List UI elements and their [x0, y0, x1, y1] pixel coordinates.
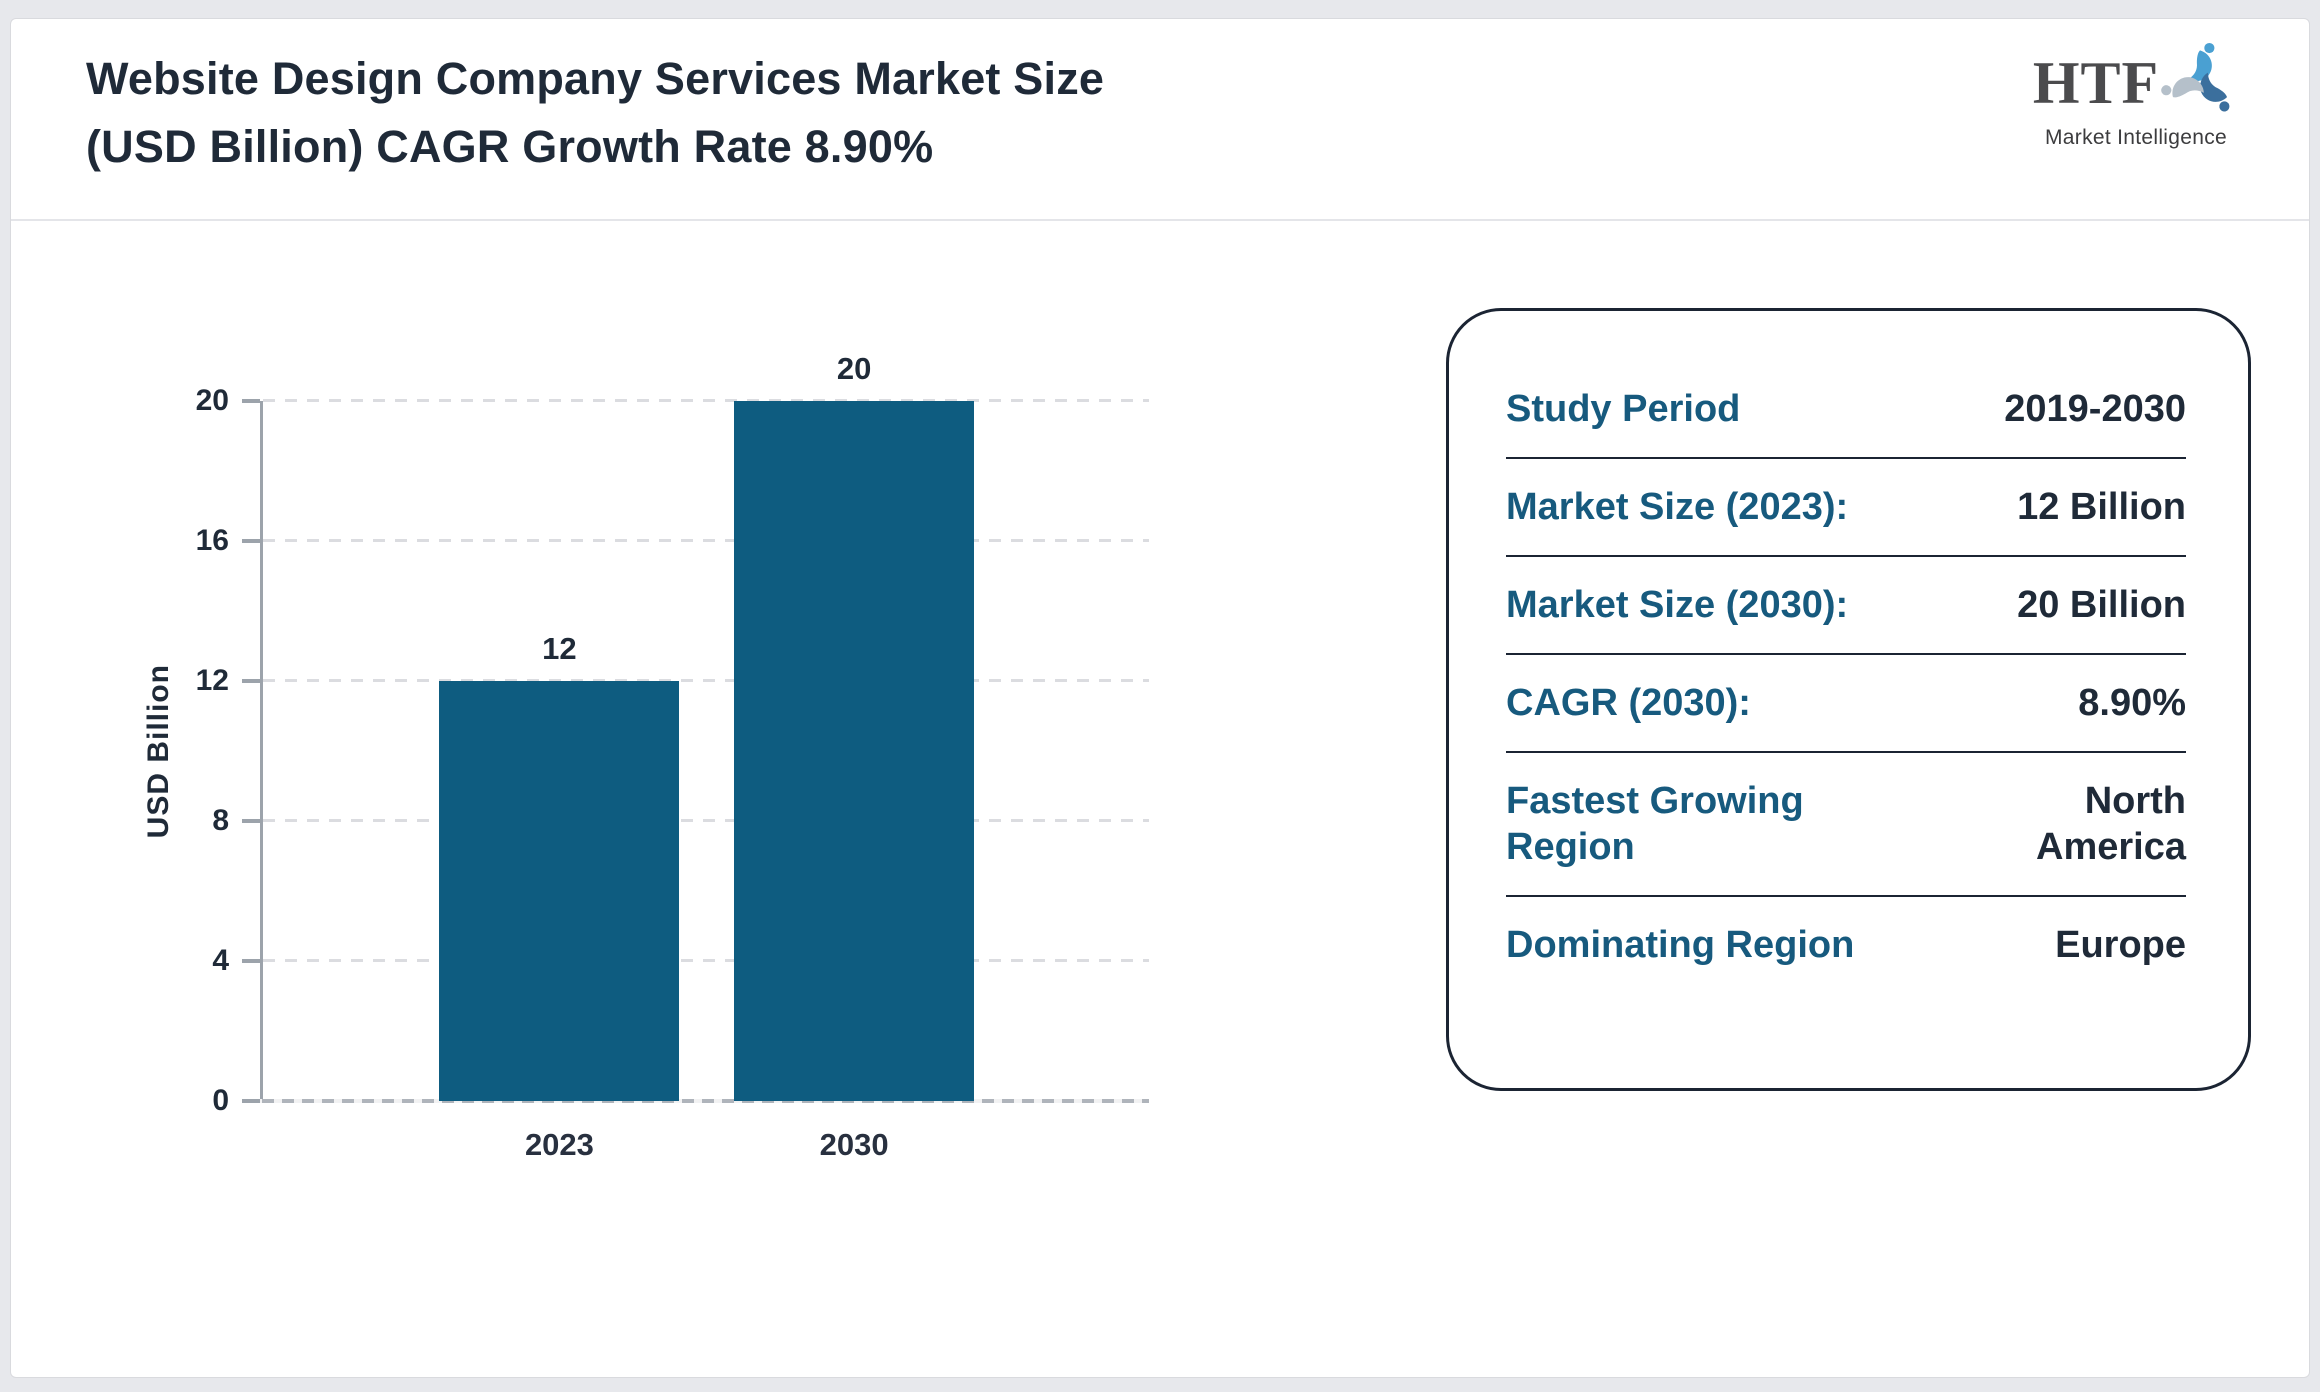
x-tick-label-2030: 2030: [819, 1127, 889, 1162]
gridline-20: [263, 399, 1149, 402]
report-card: Website Design Company Services Market S…: [10, 18, 2310, 1378]
gridline-0: [242, 1099, 1149, 1103]
htf-logo: HTF: [2031, 41, 2241, 150]
bar-chart: USD Billion 0 4 8 12 16 20 12 2023 20 2030: [11, 219, 1261, 1319]
panel-value: 8.90%: [2078, 682, 2186, 724]
plot-area: 0 4 8 12 16 20 12 2023 20 2030: [196, 351, 1149, 1162]
logo-tagline: Market Intelligence: [2045, 126, 2227, 149]
panel-row-cagr: CAGR (2030): 8.90%: [1506, 655, 2186, 751]
panel-label: Study Period: [1506, 388, 1741, 430]
panel-value: 12 Billion: [2017, 486, 2186, 528]
gridline-4: [263, 959, 1149, 962]
panel-divider: [1506, 895, 2186, 897]
bar-value-2030: 20: [836, 351, 872, 386]
y-tick-mark-8: [242, 819, 260, 823]
y-tick-label-20: 20: [195, 384, 229, 417]
panel-row-market-size-2030: Market Size (2030): 20 Billion: [1506, 557, 2186, 653]
panel-divider: [1506, 751, 2186, 753]
panel-label: Market Size (2030):: [1506, 584, 1849, 626]
panel-divider: [1506, 457, 2186, 459]
panel-value: Europe: [2055, 924, 2186, 966]
gridline-16: [263, 539, 1149, 542]
panel-label: CAGR (2030):: [1506, 682, 1751, 724]
panel-label: Fastest Growing Region: [1506, 780, 1804, 868]
y-tick-mark-0: [242, 1099, 260, 1103]
y-tick-mark-20: [242, 399, 260, 403]
y-tick-mark-16: [242, 539, 260, 543]
y-tick-label-16: 16: [195, 524, 229, 557]
panel-value: 20 Billion: [2017, 584, 2186, 626]
gridline-12: [263, 679, 1149, 682]
panel-value: 2019-2030: [2004, 388, 2186, 430]
y-tick-mark-12: [242, 679, 260, 683]
panel-row-fastest-growing-region: Fastest Growing Region North America: [1506, 753, 2186, 895]
page-title: Website Design Company Services Market S…: [86, 53, 1105, 172]
bar-2023: [439, 681, 680, 1101]
y-tick-mark-4: [242, 959, 260, 963]
info-panel: Study Period 2019-2030 Market Size (2023…: [1446, 308, 2251, 1091]
y-tick-label-8: 8: [212, 804, 229, 837]
y-axis-title: USD Billion: [142, 663, 175, 839]
panel-row-study-period: Study Period 2019-2030: [1506, 361, 2186, 457]
panel-row-dominating-region: Dominating Region Europe: [1506, 897, 2186, 993]
panel-value: North America: [2036, 780, 2186, 868]
header-divider: [11, 219, 2309, 221]
bar-value-2023: 12: [542, 631, 577, 666]
panel-divider: [1506, 555, 2186, 557]
panel-label: Market Size (2023):: [1506, 486, 1849, 528]
panel-row-market-size-2023: Market Size (2023): 12 Billion: [1506, 459, 2186, 555]
gridline-8: [263, 819, 1149, 822]
panel-label: Dominating Region: [1506, 924, 1855, 966]
y-tick-label-4: 4: [212, 944, 229, 977]
bar-2030: [734, 401, 975, 1101]
y-tick-label-12: 12: [195, 664, 229, 697]
logo-brand-text: HTF: [2032, 49, 2160, 116]
logo-swirl-icon: [2161, 41, 2239, 124]
x-tick-label-2023: 2023: [524, 1127, 594, 1162]
panel-divider: [1506, 653, 2186, 655]
y-tick-label-0: 0: [212, 1084, 229, 1117]
